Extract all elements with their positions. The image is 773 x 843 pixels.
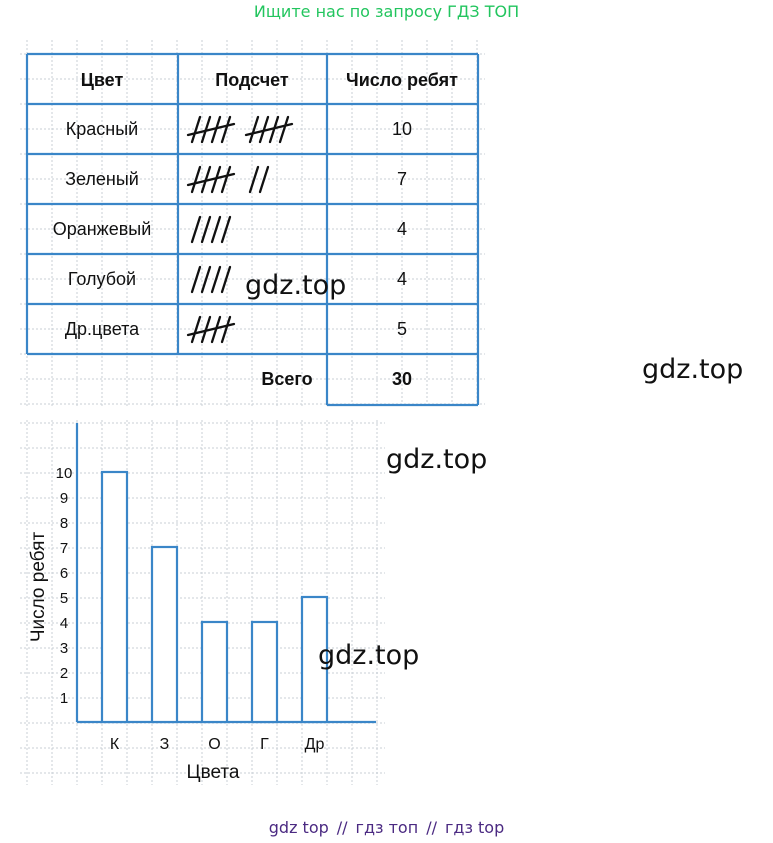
- footer-link[interactable]: гдз топ: [355, 818, 419, 837]
- tally-crossbar: [244, 122, 294, 137]
- bar: [150, 545, 179, 724]
- y-tick-label: 1: [60, 690, 68, 707]
- tally-crossbar: [186, 322, 236, 337]
- x-tick-label: О: [208, 736, 220, 753]
- footer-separator: //: [336, 818, 348, 837]
- tally-stroke: [200, 215, 212, 244]
- search-hint-link[interactable]: Ищите нас по запросу ГДЗ ТОП: [253, 2, 520, 21]
- y-tick-label: 9: [60, 490, 68, 507]
- row-color-label: Оранжевый: [53, 219, 152, 239]
- watermark: gdz.top: [642, 354, 744, 385]
- tally-stroke: [210, 115, 222, 144]
- tally-stroke: [258, 115, 270, 144]
- x-tick-label: К: [110, 736, 120, 753]
- y-axis-label: Число ребят: [28, 532, 49, 643]
- row-color-label: Голубой: [68, 269, 136, 289]
- tally-stroke: [220, 265, 232, 294]
- row-color-label: Красный: [66, 119, 138, 139]
- row-count-value: 10: [392, 119, 412, 139]
- table-header: Число ребят: [346, 70, 458, 90]
- y-tick-label: 7: [60, 540, 68, 557]
- row-count-value: 4: [397, 269, 407, 289]
- tally-stroke: [220, 215, 232, 244]
- tally-stroke: [210, 315, 222, 344]
- table-header: Цвет: [81, 70, 124, 90]
- tally-stroke: [220, 165, 232, 194]
- row-count-value: 4: [397, 219, 407, 239]
- footer-link[interactable]: гдз top: [444, 818, 505, 837]
- watermark: gdz.top: [386, 444, 488, 475]
- tally-marks: [186, 165, 270, 194]
- y-tick-label: 2: [60, 665, 68, 682]
- tally-marks: [186, 115, 294, 144]
- tally-stroke: [210, 215, 222, 244]
- tally-stroke: [190, 115, 202, 144]
- bar: [300, 595, 329, 724]
- tally-stroke: [210, 265, 222, 294]
- tally-stroke: [190, 165, 202, 194]
- tally-stroke: [248, 165, 260, 194]
- total-value: 30: [392, 369, 412, 389]
- row-count-value: 7: [397, 169, 407, 189]
- tally-stroke: [200, 165, 212, 194]
- y-tick-label: 3: [60, 640, 68, 657]
- y-tick-label: 4: [60, 615, 68, 632]
- tally-stroke: [200, 265, 212, 294]
- tally-stroke: [258, 165, 270, 194]
- tally-stroke: [190, 265, 202, 294]
- footer-links: gdz top // гдз топ // гдз top: [0, 818, 773, 837]
- bar-chart: 1 2 3 4 5 6 7 8 9 10 К З О Г Др Цвета Число ребят: [28, 423, 376, 783]
- tally-stroke: [220, 315, 232, 344]
- tally-stroke: [268, 115, 280, 144]
- x-tick-label: Г: [260, 736, 269, 753]
- footer-link[interactable]: gdz top: [268, 818, 329, 837]
- x-axis-label: Цвета: [187, 762, 240, 783]
- row-color-label: Др.цвета: [65, 319, 140, 339]
- table-header: Подсчет: [215, 70, 289, 90]
- tally-crossbar: [186, 122, 236, 137]
- bar: [250, 620, 279, 724]
- row-count-value: 5: [397, 319, 407, 339]
- tally-stroke: [190, 315, 202, 344]
- tally-crossbar: [186, 172, 236, 187]
- footer-separator: //: [426, 818, 437, 837]
- tally-stroke: [278, 115, 290, 144]
- watermark: gdz.top: [245, 270, 347, 301]
- tally-stroke: [190, 215, 202, 244]
- tally-stroke: [220, 115, 232, 144]
- total-label: Всего: [261, 369, 312, 389]
- watermark: gdz.top: [318, 640, 420, 671]
- x-tick-label: Др: [305, 736, 325, 753]
- tally-stroke: [248, 115, 260, 144]
- tally-marks: [190, 265, 232, 294]
- tally-table: Цвет Подсчет Число ребят Красный 10 Зеленый 7 О…: [25, 52, 480, 407]
- y-tick-label: 5: [60, 590, 68, 607]
- bar: [200, 620, 229, 724]
- tally-marks: [190, 215, 232, 244]
- y-tick-label: 8: [60, 515, 68, 532]
- bar: [100, 470, 129, 724]
- tally-marks: [186, 315, 236, 344]
- tally-stroke: [200, 115, 212, 144]
- row-color-label: Зеленый: [65, 169, 139, 189]
- x-tick-label: З: [160, 736, 170, 753]
- tally-stroke: [200, 315, 212, 344]
- tally-stroke: [210, 165, 222, 194]
- y-tick-label: 10: [56, 465, 73, 482]
- y-tick-label: 6: [60, 565, 68, 582]
